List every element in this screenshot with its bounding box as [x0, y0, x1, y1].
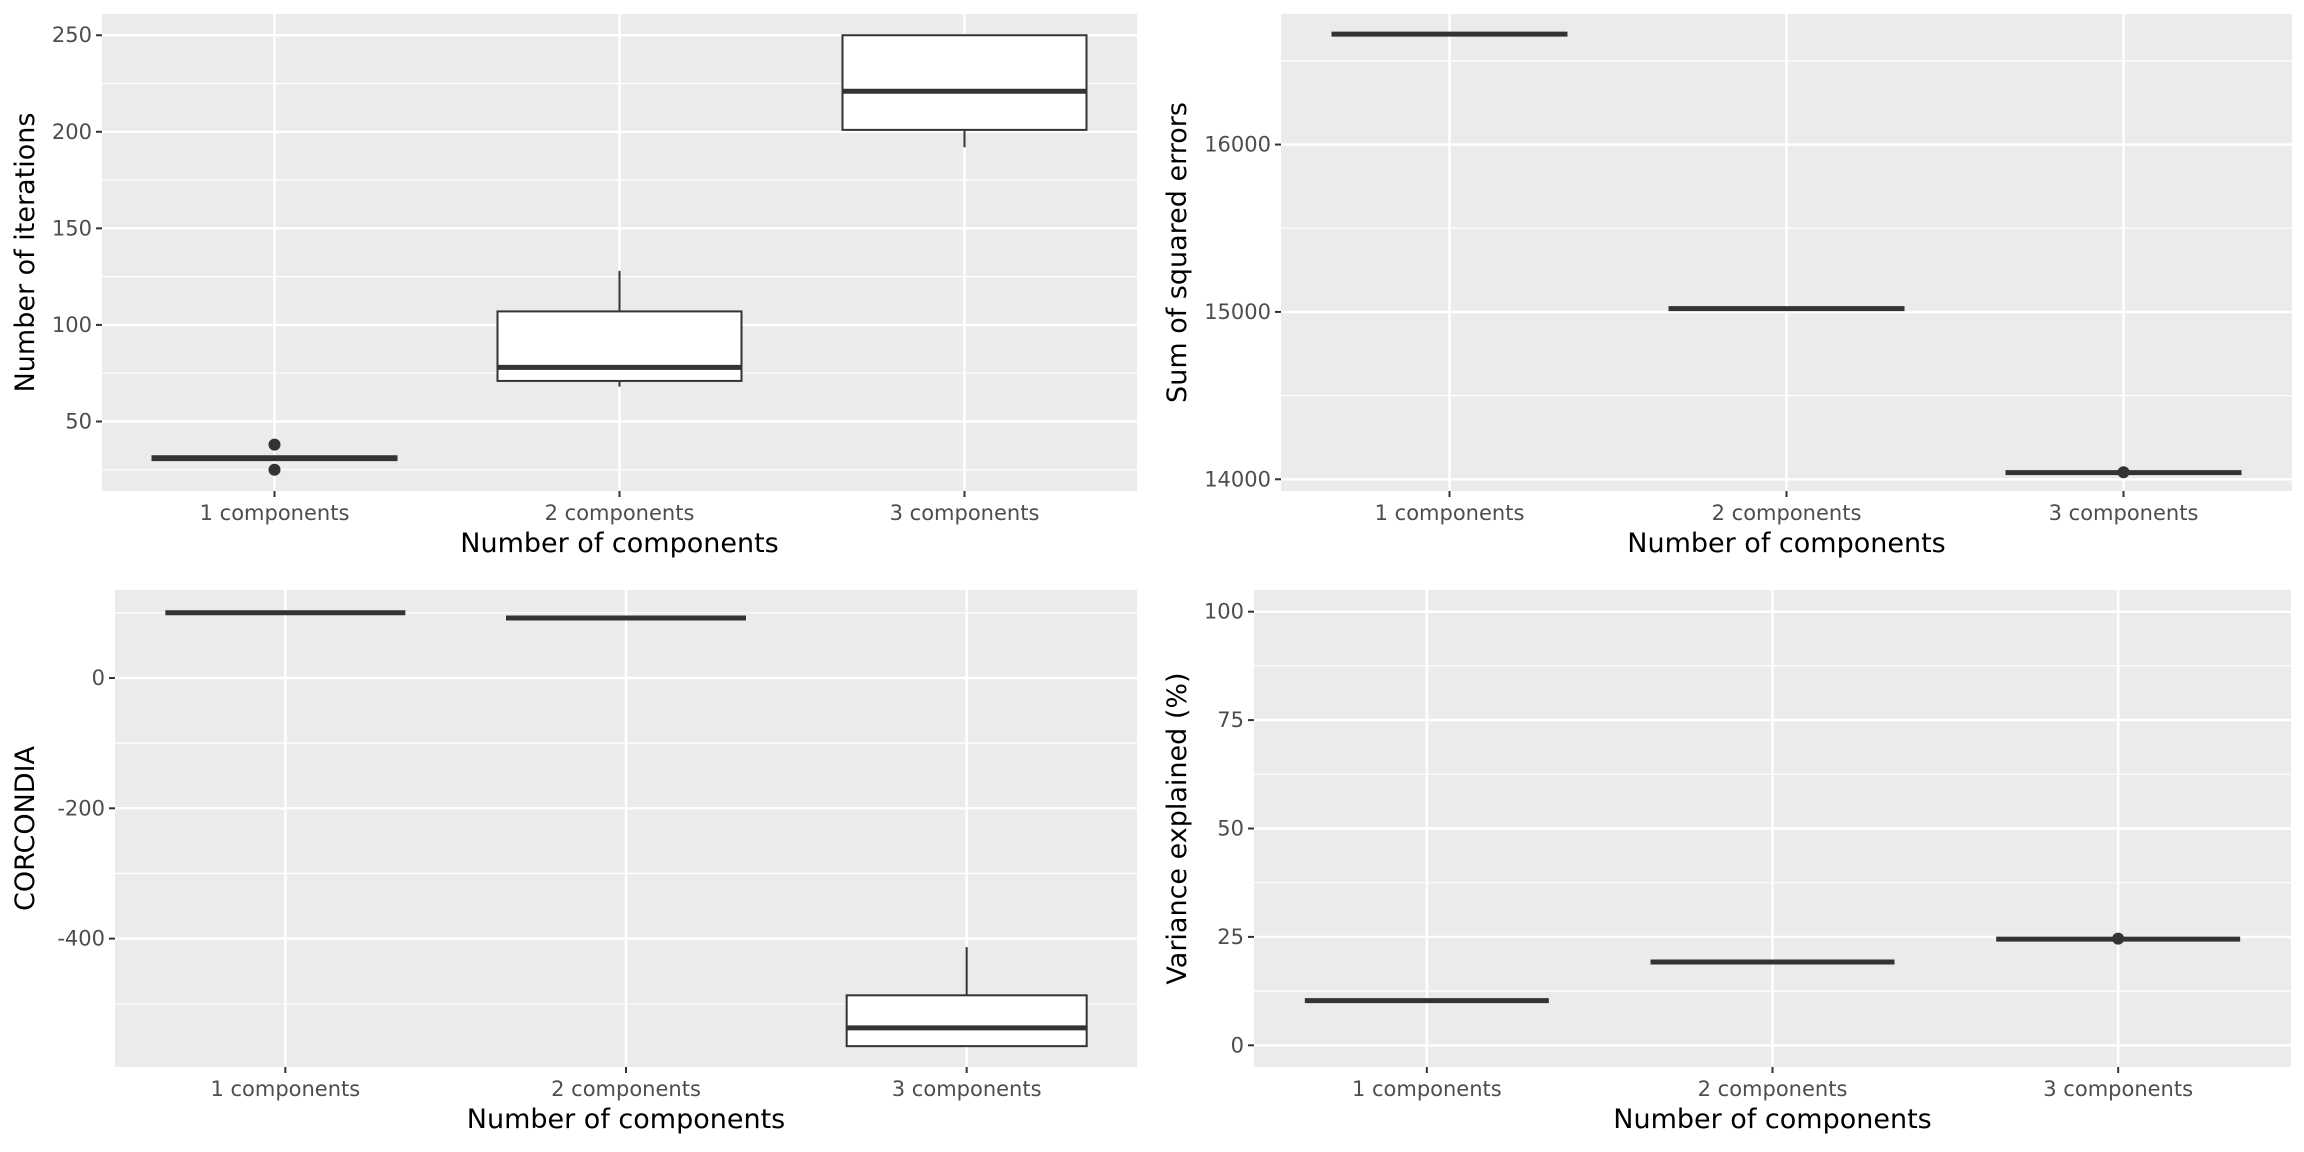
y-tick-label: 200 — [52, 120, 92, 144]
y-tick-label: 0 — [1231, 1033, 1244, 1057]
y-tick-label: 250 — [52, 23, 92, 47]
outlier-point — [268, 463, 281, 476]
y-tick-label: -200 — [57, 796, 105, 820]
chart-panel-3: 0 -200 -400 1 components 2 components 3 compo… — [10, 590, 1137, 1135]
y-tick-label: 150 — [52, 216, 92, 240]
outlier-point — [2117, 466, 2130, 479]
x-tick-label: 2 components — [1712, 501, 1862, 525]
x-tick-label: 2 components — [545, 501, 695, 525]
box-iqr — [496, 310, 743, 382]
y-tick-label: 15000 — [1204, 300, 1271, 324]
y-axis-title: Sum of squared errors — [1162, 102, 1193, 403]
x-tick-label: 2 components — [551, 1077, 701, 1101]
box-iqr — [845, 994, 1088, 1048]
outlier-point — [2112, 932, 2125, 945]
y-axis-title: Variance explained (%) — [1162, 672, 1193, 984]
y-tick-label: 0 — [92, 666, 105, 690]
y-tick-label: 100 — [1204, 600, 1244, 624]
y-tick-label: 100 — [52, 313, 92, 337]
x-tick-label: 1 components — [1375, 501, 1525, 525]
y-axis-title: CORCONDIA — [10, 745, 41, 911]
boxplot-3 — [1996, 932, 2241, 945]
chart-panel-4: 0 25 50 75 100 1 components 2 components 3 comp… — [1162, 590, 2291, 1135]
boxplot-3 — [845, 947, 1088, 1048]
x-tick-label: 1 components — [1352, 1077, 1502, 1101]
y-axis-title: Number of iterations — [10, 113, 41, 393]
boxplot-3 — [2005, 466, 2242, 479]
x-axis-title: Number of components — [1613, 1104, 1931, 1135]
chart-panel-1: 50 100 150 200 250 1 components 2 components 3 … — [10, 14, 1137, 559]
y-tick-label: -400 — [57, 927, 105, 951]
outlier-point — [268, 438, 281, 451]
x-tick-label: 3 components — [2043, 1077, 2193, 1101]
boxplot-1 — [151, 438, 398, 476]
y-tick-label: 16000 — [1204, 133, 1271, 157]
x-tick-label: 2 components — [1698, 1077, 1848, 1101]
x-tick-label: 1 components — [200, 501, 350, 525]
x-tick-label: 3 components — [892, 1077, 1042, 1101]
boxplot-3 — [841, 34, 1088, 148]
boxplot-2 — [496, 270, 743, 387]
x-tick-label: 3 components — [890, 501, 1040, 525]
x-tick-label: 3 components — [2049, 501, 2199, 525]
box-iqr — [841, 34, 1088, 131]
x-axis-title: Number of components — [467, 1104, 785, 1135]
y-tick-label: 50 — [65, 409, 92, 433]
y-tick-label: 75 — [1217, 708, 1244, 732]
y-tick-label: 14000 — [1204, 467, 1271, 491]
y-tick-label: 25 — [1217, 925, 1244, 949]
chart-panel-2: 14000 15000 16000 1 components 2 components 3… — [1162, 14, 2292, 559]
x-axis-title: Number of components — [460, 528, 778, 559]
y-tick-label: 50 — [1217, 817, 1244, 841]
x-tick-label: 1 components — [210, 1077, 360, 1101]
x-axis-title: Number of components — [1627, 528, 1945, 559]
